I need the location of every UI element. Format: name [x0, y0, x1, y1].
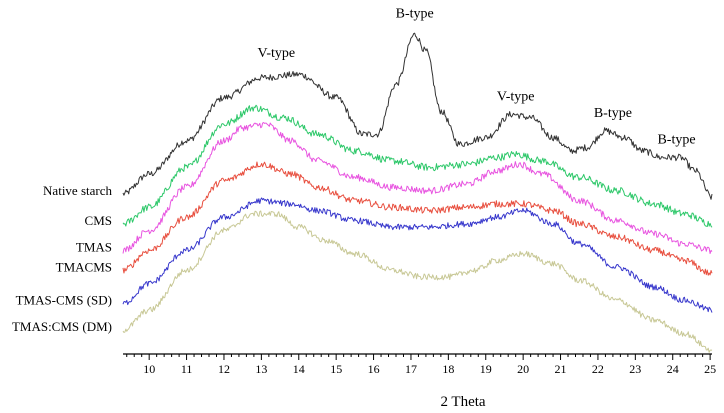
x-tick-label-12: 12: [218, 362, 230, 376]
x-tick-label-10: 10: [143, 362, 155, 376]
annotation-v-type-2: V-type: [497, 89, 535, 104]
annotation-b-type-4: B-type: [657, 133, 695, 148]
annotation-b-type-3: B-type: [594, 106, 632, 121]
series-label-tmacms: TMACMS: [56, 259, 112, 274]
series-line-native-starch: [122, 32, 713, 200]
series-line-tmacms: [122, 161, 713, 276]
series-line-tmas: [122, 122, 713, 255]
x-tick-label-19: 19: [480, 362, 492, 376]
series-label-cms: CMS: [85, 213, 112, 228]
x-tick-label-15: 15: [330, 362, 342, 376]
series-labels: Native starch CMS TMAS TMACMS TMAS-CMS (SD) T…: [12, 183, 113, 334]
series-line-tmas-cms-sd: [122, 197, 713, 313]
series-line-tmas-cms-dm: [122, 210, 713, 353]
x-tick-label-11: 11: [181, 362, 193, 376]
x-tick-label-14: 14: [293, 362, 305, 376]
series-label-tmas-cms-dm: TMAS:CMS (DM): [12, 319, 112, 334]
annotation-b-type-1: B-type: [396, 6, 434, 21]
peak-annotations: V-type B-type V-type B-type B-type: [258, 6, 696, 147]
x-axis-title: 2 Theta: [440, 394, 485, 410]
series-label-native-starch: Native starch: [43, 183, 112, 198]
series-layer: [122, 32, 713, 353]
x-tick-label-18: 18: [442, 362, 454, 376]
x-axis: 10 11 12 13 14 15 16 17 18 19 20 21 22 23 24 25: [123, 353, 716, 376]
x-tick-label-24: 24: [667, 362, 679, 376]
x-tick-label-21: 21: [555, 362, 567, 376]
x-tick-label-16: 16: [368, 362, 380, 376]
annotation-v-type-0: V-type: [258, 46, 296, 61]
series-label-tmas: TMAS: [76, 239, 112, 254]
x-tick-label-13: 13: [255, 362, 267, 376]
series-line-cms: [122, 104, 713, 228]
x-tick-label-25: 25: [704, 362, 716, 376]
x-tick-label-17: 17: [405, 362, 417, 376]
series-label-tmas-cms-sd: TMAS-CMS (SD): [16, 293, 112, 308]
x-tick-label-20: 20: [517, 362, 529, 376]
x-tick-label-22: 22: [592, 362, 604, 376]
x-tick-label-23: 23: [629, 362, 641, 376]
